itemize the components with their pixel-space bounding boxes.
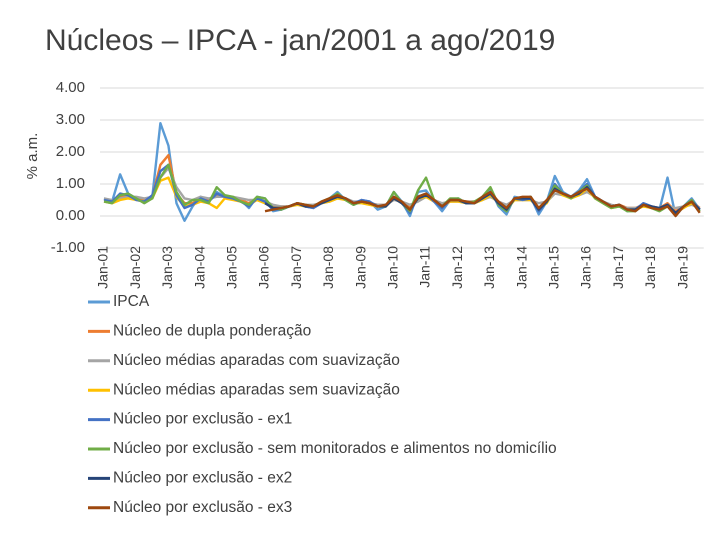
x-tick-label: Jan-02 xyxy=(127,246,143,289)
y-tick-label: 1.00 xyxy=(56,175,85,192)
x-tick-label: Jan-12 xyxy=(449,246,465,289)
x-tick-label: Jan-06 xyxy=(256,246,272,289)
legend-label: Núcleo por exclusão - ex2 xyxy=(113,469,292,486)
x-tick-label: Jan-14 xyxy=(513,246,529,289)
x-tick-label: Jan-07 xyxy=(288,246,304,289)
y-tick-label: -1.00 xyxy=(51,239,85,256)
x-tick-label: Jan-16 xyxy=(578,246,594,289)
x-tick-label: Jan-03 xyxy=(159,246,175,289)
legend-label: Núcleo médias aparadas sem suavização xyxy=(113,381,400,398)
x-tick-label: Jan-05 xyxy=(224,246,240,289)
legend-label: IPCA xyxy=(113,293,150,310)
y-axis-label: % a.m. xyxy=(24,133,41,180)
legend-label: Núcleo médias aparadas com suavização xyxy=(113,352,400,369)
x-tick-label: Jan-19 xyxy=(674,246,690,289)
x-tick-label: Jan-18 xyxy=(642,246,658,289)
series-line xyxy=(264,187,701,218)
y-tick-label: 3.00 xyxy=(56,111,85,128)
y-tick-label: 4.00 xyxy=(56,79,85,96)
x-tick-label: Jan-04 xyxy=(191,246,207,289)
y-tick-label: 2.00 xyxy=(56,143,85,160)
x-tick-label: Jan-15 xyxy=(546,246,562,289)
legend-label: Núcleo por exclusão - ex3 xyxy=(113,499,292,516)
x-tick-label: Jan-01 xyxy=(95,246,111,289)
x-tick-label: Jan-11 xyxy=(417,246,433,288)
chart-title: Núcleos – IPCA - jan/2001 a ago/2019 xyxy=(45,24,555,57)
legend-label: Núcleo por exclusão - sem monitorados e … xyxy=(113,440,557,457)
x-tick-label: Jan-09 xyxy=(352,246,368,289)
x-tick-label: Jan-13 xyxy=(481,246,497,289)
legend-label: Núcleo por exclusão - ex1 xyxy=(113,411,292,428)
x-tick-label: Jan-08 xyxy=(320,246,336,289)
x-tick-label: Jan-10 xyxy=(385,246,401,289)
y-tick-label: 0.00 xyxy=(56,207,85,224)
legend-label: Núcleo de dupla ponderação xyxy=(113,322,311,339)
x-tick-label: Jan-17 xyxy=(610,246,626,289)
